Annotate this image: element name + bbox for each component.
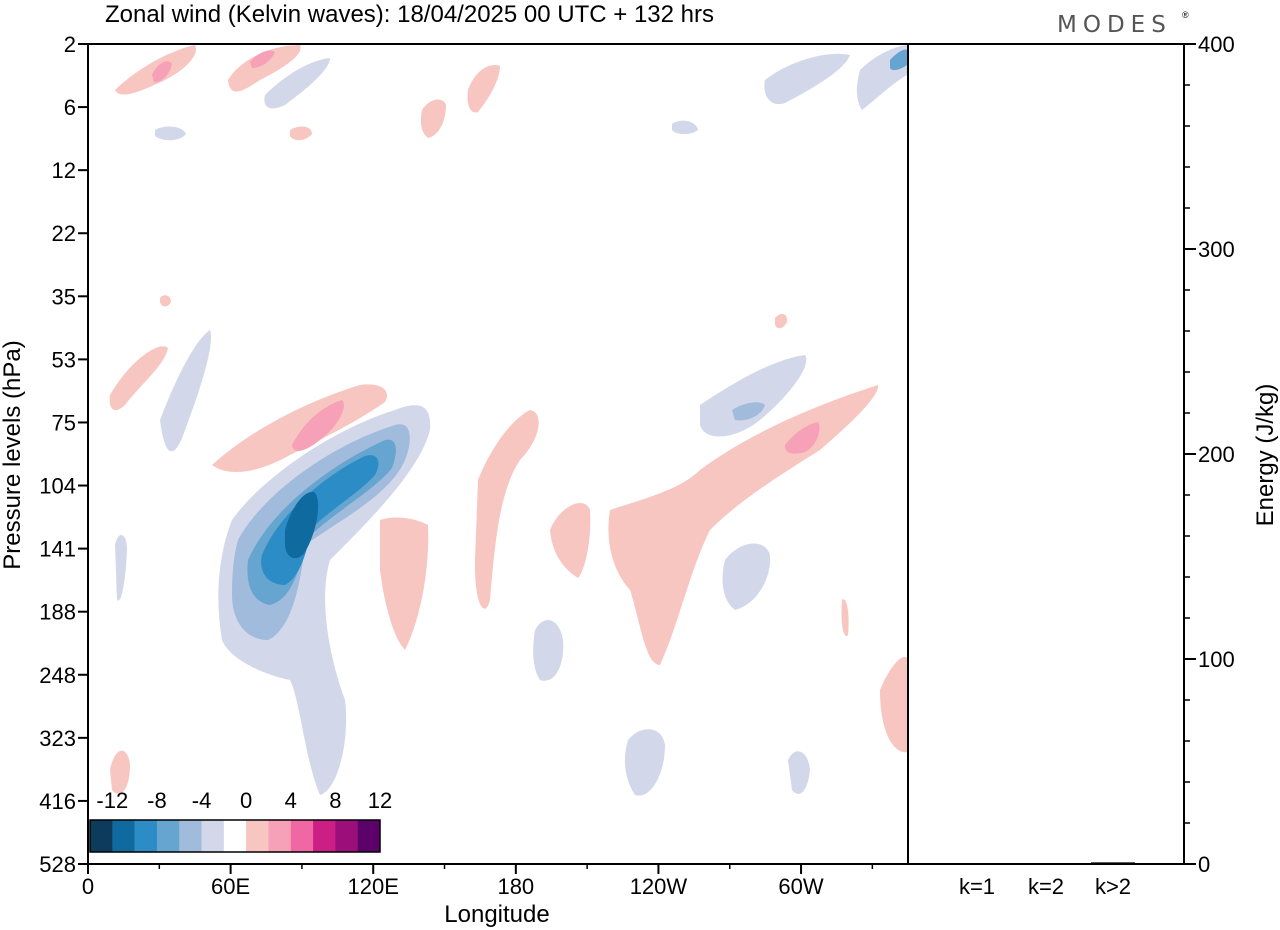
contour-neg-10 xyxy=(285,491,319,559)
y-tick-label: 22 xyxy=(52,221,76,246)
contour-pos-2-j xyxy=(228,45,301,92)
colorbar-swatch xyxy=(90,820,113,852)
y-tick-label: 528 xyxy=(39,852,76,877)
contour-pos-2-b xyxy=(608,385,879,665)
energy-category-label: k=1 xyxy=(959,874,995,899)
energy-category-label: k=2 xyxy=(1028,874,1064,899)
colorbar-swatch xyxy=(290,820,314,852)
contour-pos-6-i xyxy=(152,61,172,83)
colorbar-swatch xyxy=(179,820,202,852)
contour-neg-2-f xyxy=(788,751,810,794)
energy-tick-label: 400 xyxy=(1198,32,1235,57)
contour-pos-6-j xyxy=(250,50,275,68)
contour-pos-2-e xyxy=(550,502,591,578)
brand-logo: MODES xyxy=(1057,12,1172,38)
y-tick-label: 53 xyxy=(52,347,76,372)
energy-tick-label: 0 xyxy=(1198,852,1210,877)
colorbar-tick-label: -8 xyxy=(147,788,167,813)
energy-tick-label: 200 xyxy=(1198,442,1235,467)
contour-neg-2-i xyxy=(264,58,330,109)
energy-bar xyxy=(955,863,999,865)
contour-neg-2-d xyxy=(533,619,564,681)
x-tick-label: 60W xyxy=(778,874,823,899)
y-tick-label: 2 xyxy=(64,32,76,57)
energy-bars: k=1 k=2 k>2 xyxy=(955,862,1135,899)
x-tick-label: 180 xyxy=(497,874,534,899)
colorbar-swatch xyxy=(112,820,135,852)
contour-neg-2-h xyxy=(160,330,211,452)
x-axis-label: Longitude xyxy=(444,901,549,928)
colorbar-swatch xyxy=(335,820,358,852)
contour-pos-6-a xyxy=(292,400,344,452)
contour-pos-2-k xyxy=(467,65,500,113)
x-tick-label: 120W xyxy=(630,874,688,899)
x-tick-label: 120E xyxy=(348,874,399,899)
y-tick-label: 104 xyxy=(39,474,76,499)
contour-pos-2-p xyxy=(629,509,639,549)
colorbar-frame xyxy=(89,819,381,853)
y-tick-label: 323 xyxy=(39,726,76,751)
y-tick-label: 75 xyxy=(52,410,76,435)
y-tick-label: 248 xyxy=(39,663,76,688)
energy-bar xyxy=(1024,863,1068,865)
contour-neg-6-k xyxy=(890,49,907,71)
contour-pos-2-f xyxy=(880,656,908,753)
y-axis-label: Pressure levels (hPa) xyxy=(0,340,26,569)
contour-neg-2-c xyxy=(722,543,771,610)
energy-tick-label: 100 xyxy=(1198,647,1235,672)
colorbar-swatch xyxy=(313,820,336,852)
y-axis-ticks: 2 6 12 22 35 53 75 104 141 188 248 323 416 528 xyxy=(39,32,88,877)
contour-neg-2-b xyxy=(700,355,807,437)
colorbar-swatch xyxy=(246,820,269,852)
contour-pos-2-c xyxy=(380,517,429,650)
x-tick-label: 0 xyxy=(82,874,94,899)
contour-pos-2-m xyxy=(290,126,312,141)
energy-bar xyxy=(1091,862,1135,864)
colorbar: -12 -8 -4 0 4 8 12 xyxy=(89,788,392,853)
x-tick-label: 60E xyxy=(211,874,250,899)
energy-axis-ticks: 0 100 200 300 400 xyxy=(1184,32,1235,877)
contour-neg-2-j xyxy=(764,53,850,105)
brand-registered-mark: ® xyxy=(1182,10,1189,20)
y-tick-label: 188 xyxy=(39,600,76,625)
contour-neg-4-b xyxy=(732,402,765,421)
y-tick-label: 12 xyxy=(52,158,76,183)
y-tick-label: 35 xyxy=(52,284,76,309)
colorbar-swatch xyxy=(156,820,180,852)
contour-pos-2-o xyxy=(775,313,788,329)
contour-pos-2-n xyxy=(160,295,171,307)
y-tick-label: 416 xyxy=(39,789,76,814)
contour-pos-2-d xyxy=(474,410,539,609)
colorbar-tick-label: 4 xyxy=(285,788,297,813)
colorbar-swatch xyxy=(268,820,292,852)
contour-neg-2-l xyxy=(155,126,186,141)
contour-pos-2-q xyxy=(841,599,849,636)
energy-axis-label: Energy (J/kg) xyxy=(1252,384,1279,527)
colorbar-tick-label: 0 xyxy=(240,788,252,813)
y-tick-label: 6 xyxy=(64,95,76,120)
contour-neg-2-e xyxy=(624,729,665,796)
colorbar-swatch xyxy=(223,820,247,852)
colorbar-tick-label: -12 xyxy=(96,788,128,813)
chart-title: Zonal wind (Kelvin waves): 18/04/2025 00… xyxy=(105,1,714,28)
colorbar-swatch xyxy=(201,820,225,852)
energy-panel-frame xyxy=(907,43,1185,865)
colorbar-tick-label: -4 xyxy=(192,788,212,813)
colorbar-swatch xyxy=(134,820,158,852)
contour-neg-2-g xyxy=(115,534,127,601)
colorbar-tick-label: 8 xyxy=(329,788,341,813)
contour-neg-2-m xyxy=(672,120,698,135)
energy-category-label: k>2 xyxy=(1095,874,1131,899)
x-axis-ticks: 0 60E 120E 180 120W 60W xyxy=(82,864,874,899)
y-tick-label: 141 xyxy=(39,537,76,562)
energy-tick-label: 300 xyxy=(1198,237,1235,262)
heatmap-field xyxy=(109,45,908,796)
contour-pos-6-b xyxy=(784,422,820,454)
contour-pos-2-g xyxy=(110,750,130,794)
contour-pos-2-h xyxy=(109,346,168,411)
colorbar-swatch xyxy=(357,820,381,852)
colorbar-tick-label: 12 xyxy=(368,788,392,813)
contour-pos-2-l xyxy=(420,99,446,138)
